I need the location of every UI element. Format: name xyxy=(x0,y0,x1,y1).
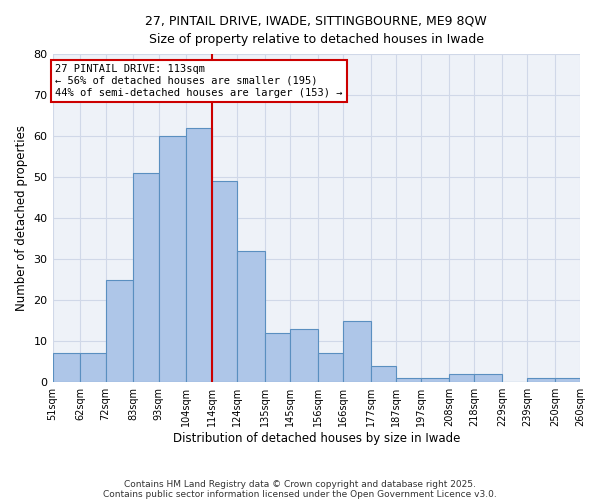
Bar xyxy=(106,280,133,382)
Bar xyxy=(133,173,158,382)
Y-axis label: Number of detached properties: Number of detached properties xyxy=(15,125,28,311)
Bar xyxy=(396,378,421,382)
Text: 27 PINTAIL DRIVE: 113sqm
← 56% of detached houses are smaller (195)
44% of semi-: 27 PINTAIL DRIVE: 113sqm ← 56% of detach… xyxy=(55,64,343,98)
Bar xyxy=(80,354,106,382)
Bar xyxy=(237,251,265,382)
Bar xyxy=(474,374,502,382)
Bar xyxy=(158,136,186,382)
Bar xyxy=(265,333,290,382)
Bar xyxy=(53,354,80,382)
Bar xyxy=(212,181,237,382)
Bar xyxy=(343,320,371,382)
Bar xyxy=(371,366,396,382)
Bar xyxy=(186,128,212,382)
Text: Contains public sector information licensed under the Open Government Licence v3: Contains public sector information licen… xyxy=(103,490,497,499)
Bar xyxy=(317,354,343,382)
Bar xyxy=(555,378,580,382)
X-axis label: Distribution of detached houses by size in Iwade: Distribution of detached houses by size … xyxy=(173,432,460,445)
Title: 27, PINTAIL DRIVE, IWADE, SITTINGBOURNE, ME9 8QW
Size of property relative to de: 27, PINTAIL DRIVE, IWADE, SITTINGBOURNE,… xyxy=(145,15,487,46)
Bar xyxy=(527,378,555,382)
Bar xyxy=(449,374,474,382)
Bar xyxy=(290,329,317,382)
Text: Contains HM Land Registry data © Crown copyright and database right 2025.: Contains HM Land Registry data © Crown c… xyxy=(124,480,476,489)
Bar xyxy=(421,378,449,382)
